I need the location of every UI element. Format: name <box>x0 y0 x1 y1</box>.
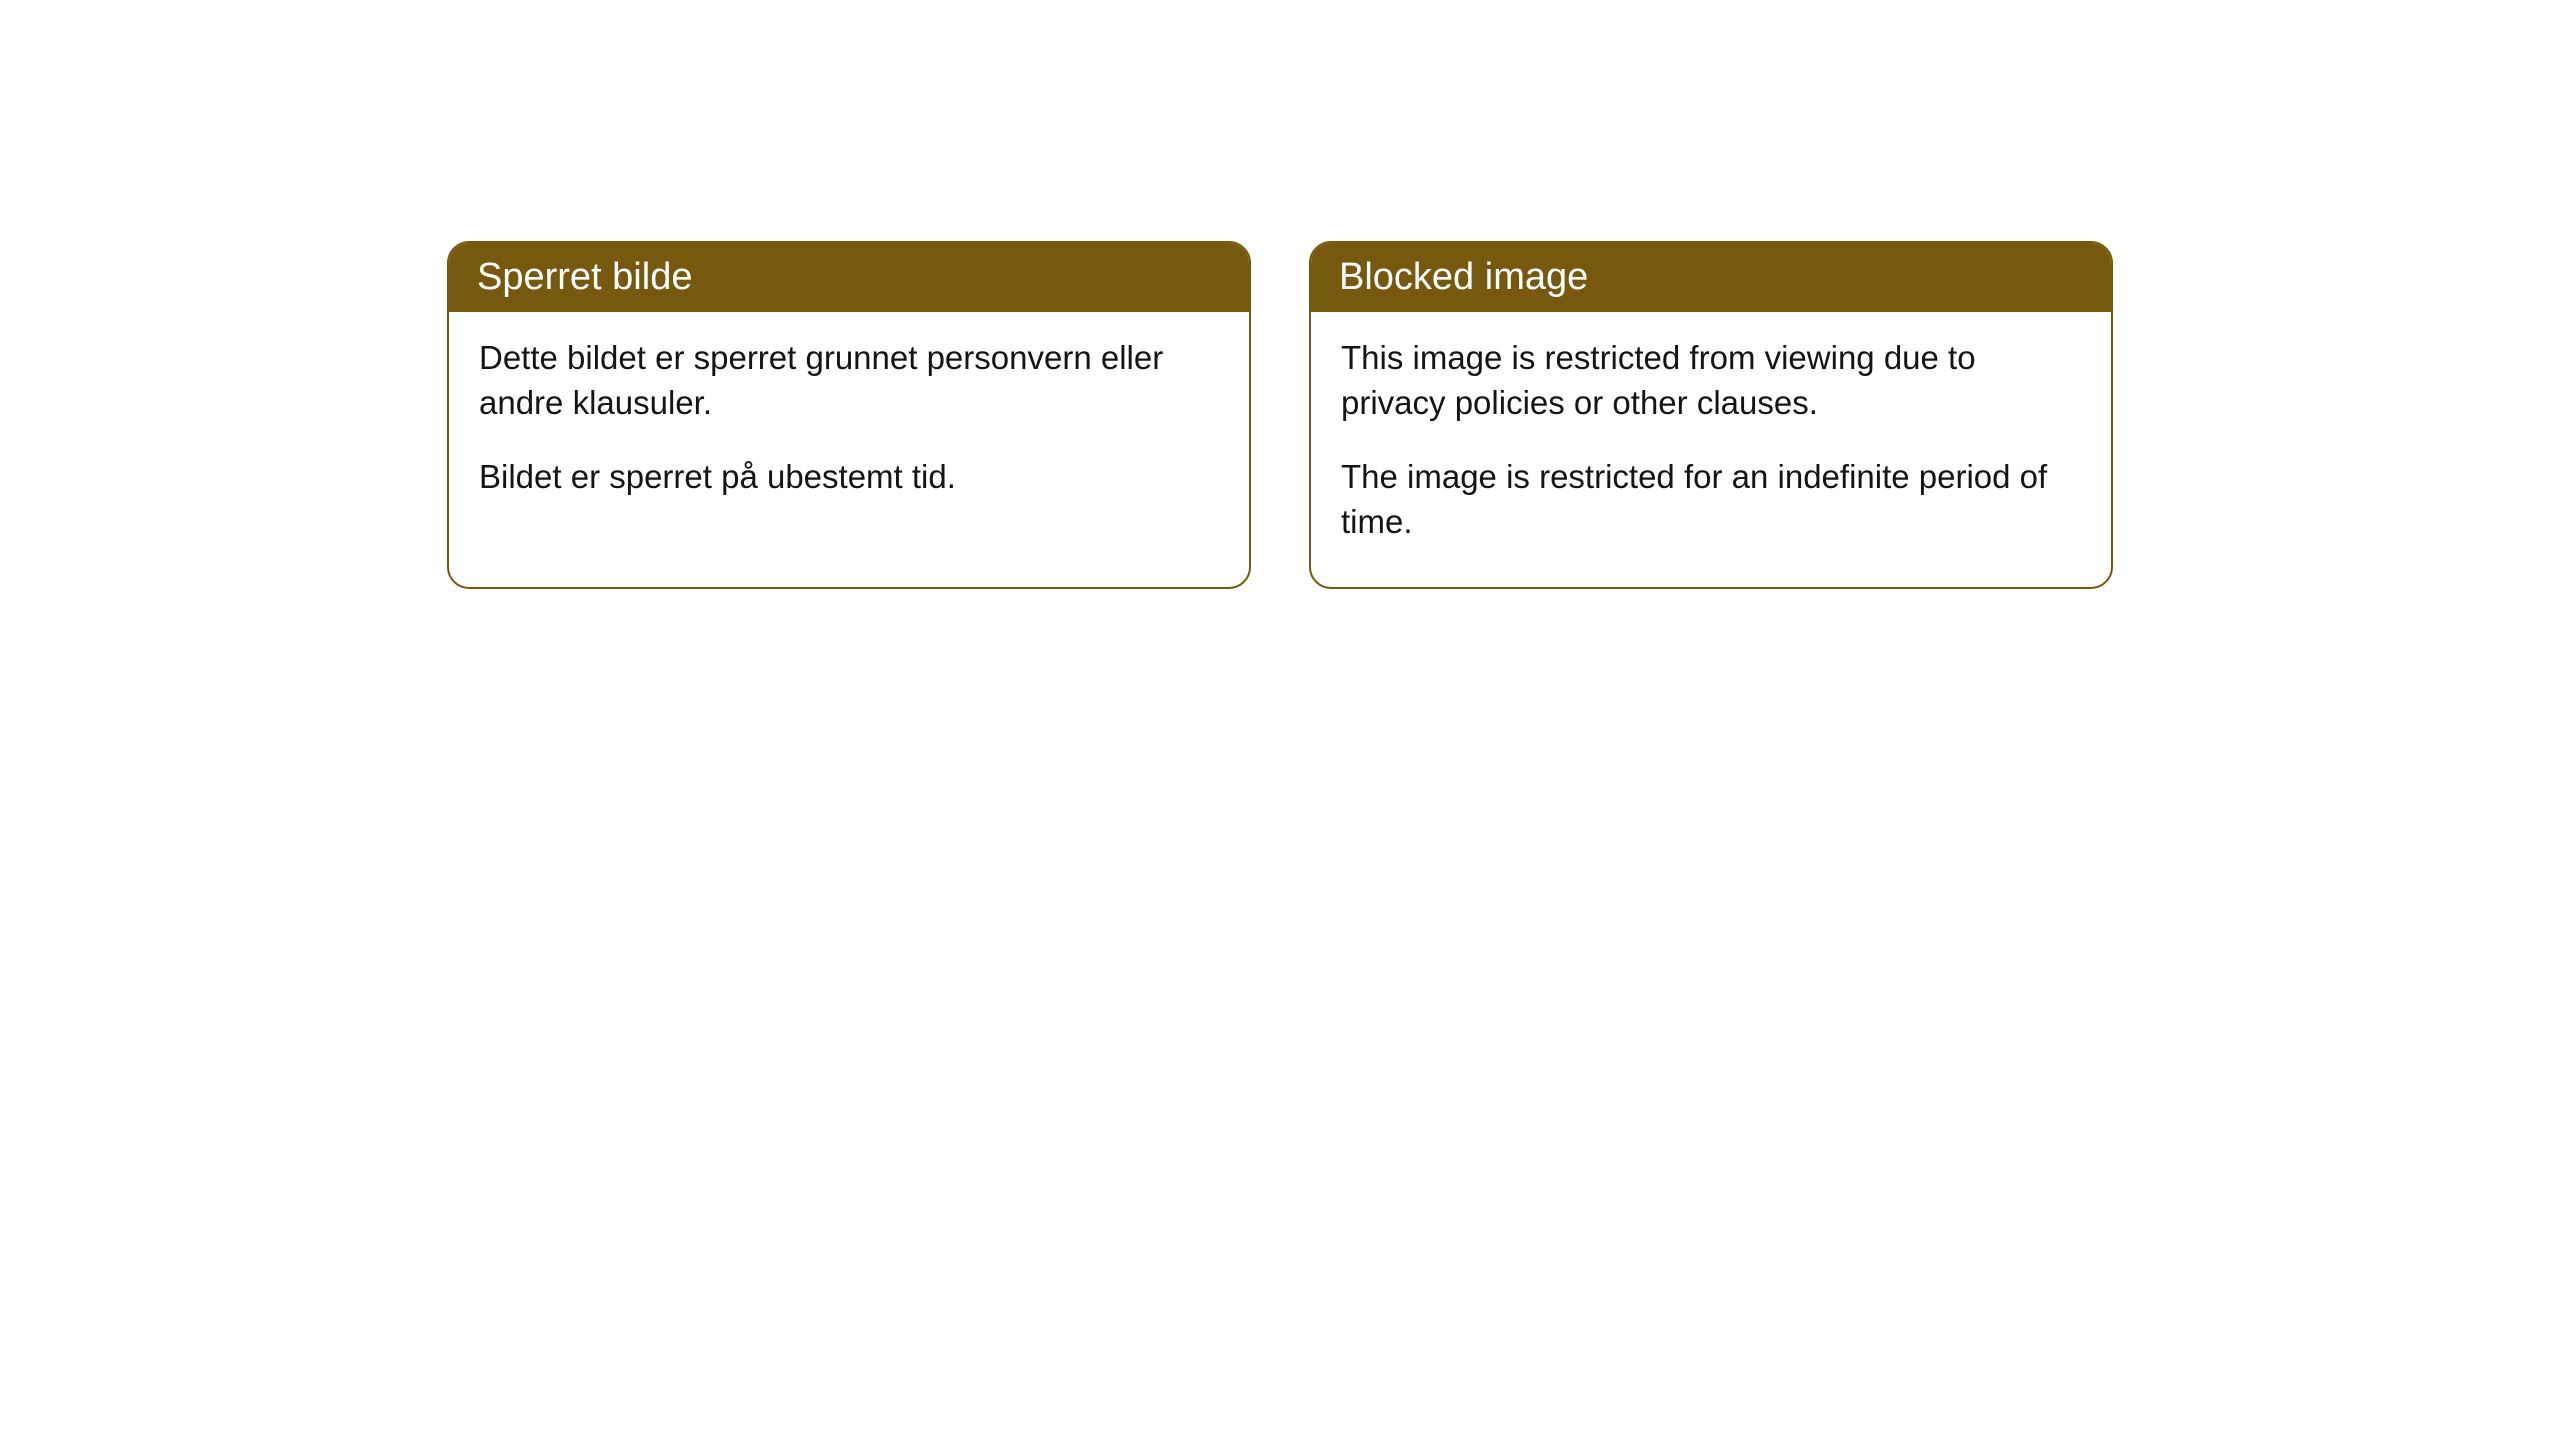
card-header: Sperret bilde <box>449 243 1249 312</box>
card-header: Blocked image <box>1311 243 2111 312</box>
card-paragraph: Dette bildet er sperret grunnet personve… <box>479 336 1219 425</box>
notice-cards-container: Sperret bilde Dette bildet er sperret gr… <box>447 241 2560 589</box>
notice-card-english: Blocked image This image is restricted f… <box>1309 241 2113 589</box>
card-paragraph: This image is restricted from viewing du… <box>1341 336 2081 425</box>
card-paragraph: The image is restricted for an indefinit… <box>1341 455 2081 544</box>
notice-card-norwegian: Sperret bilde Dette bildet er sperret gr… <box>447 241 1251 589</box>
card-body: This image is restricted from viewing du… <box>1311 312 2111 586</box>
card-body: Dette bildet er sperret grunnet personve… <box>449 312 1249 542</box>
card-paragraph: Bildet er sperret på ubestemt tid. <box>479 455 1219 500</box>
